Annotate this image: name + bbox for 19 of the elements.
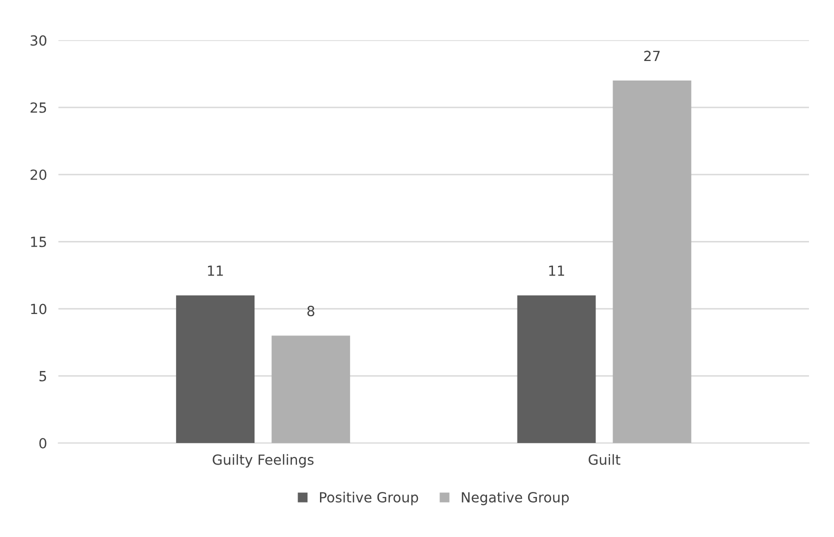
x-tick-label: Guilt	[588, 454, 620, 465]
bar	[176, 295, 255, 444]
y-tick-label: 5	[40, 371, 46, 382]
y-tick-label: 20	[30, 169, 46, 180]
y-tick-label: 10	[31, 304, 46, 314]
y-tick-label: 15	[31, 236, 46, 248]
bar	[272, 336, 350, 444]
data-label: 11	[208, 266, 223, 276]
y-tick-label: 0	[39, 438, 46, 448]
bar	[517, 295, 596, 444]
bar	[612, 80, 692, 444]
data-label: 8	[307, 306, 314, 316]
y-tick-label: 30	[30, 35, 46, 46]
legend-label: Positive Group	[320, 492, 418, 506]
x-tick-label: Guilty Feelings	[212, 454, 314, 468]
legend-label: Negative Group	[462, 492, 569, 506]
data-label: 11	[549, 266, 564, 276]
data-label: 27	[644, 50, 660, 61]
y-tick-label: 25	[30, 102, 46, 113]
